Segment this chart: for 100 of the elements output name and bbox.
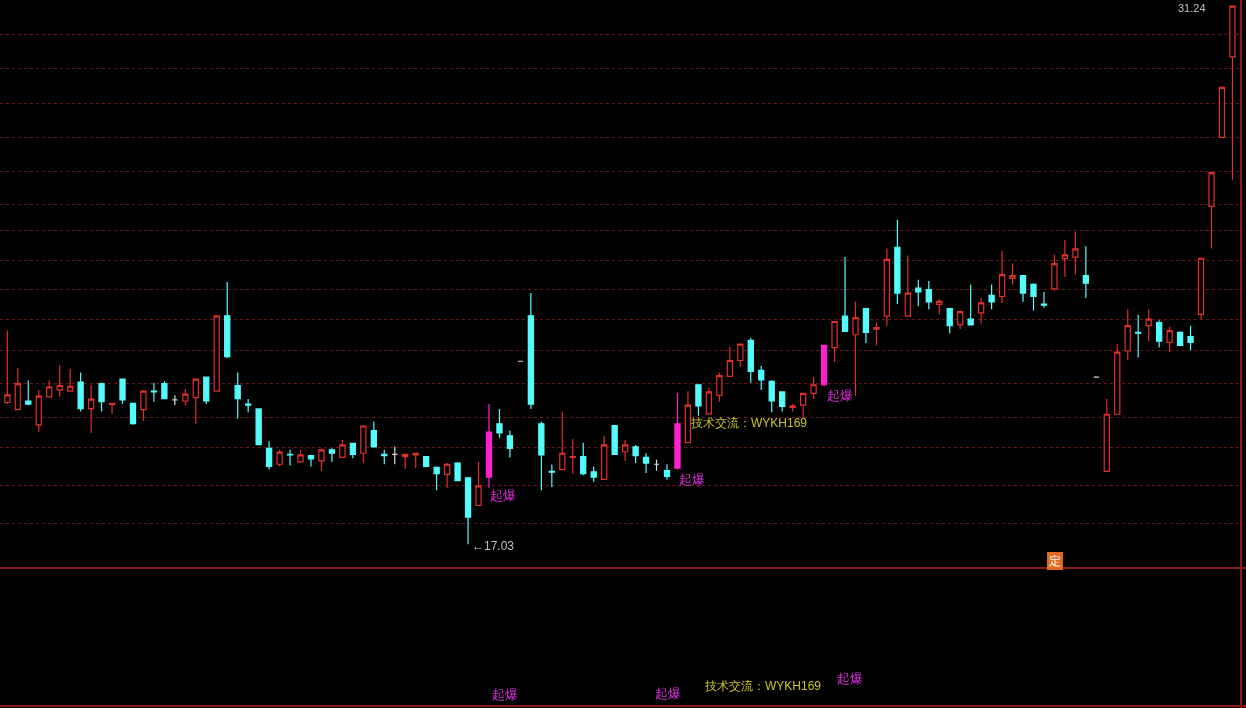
candlestick: [14, 367, 21, 411]
candlestick: [977, 297, 985, 324]
candlestick: [873, 322, 880, 346]
candlestick: [140, 389, 147, 422]
candlestick: [831, 320, 838, 363]
candlestick: [569, 438, 576, 475]
candlestick: [1061, 239, 1069, 278]
candlestick: [46, 379, 53, 399]
candlestick: [590, 465, 597, 483]
candlestick: [1197, 257, 1205, 320]
candlestick: [485, 403, 493, 489]
candlestick: [548, 464, 555, 488]
text: 技术交流：WYKH169: [704, 679, 822, 693]
candlestick: [1072, 231, 1079, 276]
candlestick: [1229, 5, 1236, 181]
text: 起爆: [655, 686, 681, 701]
candlestick: [946, 307, 953, 334]
candlestick: [56, 364, 63, 398]
candlestick: [297, 449, 304, 463]
text: 起爆: [492, 687, 518, 702]
candlestick: [862, 307, 870, 344]
candlestick: [182, 388, 189, 406]
candlestick: [1114, 343, 1121, 415]
annotation: 起爆: [490, 488, 516, 503]
candlestick: [1051, 254, 1058, 292]
candlestick: [601, 435, 608, 480]
candlestick: [684, 390, 692, 444]
candlestick: [642, 452, 650, 474]
candlestick: [391, 446, 398, 465]
candlestick: [1187, 325, 1194, 351]
candlestick: [1176, 330, 1184, 346]
annotation: 起爆: [679, 472, 705, 487]
candlestick: [98, 382, 105, 413]
candlestick: [1082, 245, 1090, 299]
candlestick: [402, 453, 409, 470]
candlestick: [611, 424, 618, 456]
candlestick: [119, 378, 126, 405]
candlestick: [716, 372, 723, 403]
candlestick: [894, 219, 901, 305]
annotation: ←17.03: [472, 539, 515, 553]
candlestick: [443, 462, 451, 489]
candlestick: [77, 372, 84, 413]
candlestick: [1155, 319, 1163, 349]
candlestick: [841, 256, 849, 332]
candlestick: [957, 309, 964, 330]
candlestick: [1124, 308, 1131, 361]
candlestick: [171, 394, 179, 406]
candlestick: [747, 337, 754, 384]
candlestick: [737, 342, 744, 368]
candlestick: [108, 402, 116, 415]
candlestick: [35, 389, 42, 433]
candlestick: [213, 315, 220, 392]
candlestick: [129, 401, 137, 426]
candlestick: [381, 449, 388, 465]
candlestick: [621, 439, 629, 462]
candlestick: [150, 382, 158, 403]
candlestick: [925, 280, 932, 310]
candlestick: [307, 454, 315, 468]
candlestick: [883, 247, 891, 327]
candlestick: [433, 465, 440, 491]
candlestick: [705, 387, 713, 415]
candlestick: [1135, 314, 1142, 359]
candlestick: [203, 375, 210, 405]
candlestick: [349, 442, 357, 459]
candlestick: [286, 449, 294, 466]
candlestick: [810, 376, 817, 400]
candlestick: [1103, 398, 1110, 473]
candlestick: [4, 329, 11, 405]
candlestick: [496, 408, 503, 439]
candlestick: [538, 420, 545, 491]
candlestick: [936, 298, 943, 315]
candlestick: [768, 379, 775, 413]
candlestick: [475, 461, 482, 507]
candlestick: [1145, 308, 1152, 342]
candlestick: [988, 283, 995, 310]
candlestick: [224, 281, 231, 359]
candlestick: [192, 378, 199, 425]
candlestick: [370, 420, 377, 449]
candlestick: [234, 372, 241, 420]
candlestick: [998, 250, 1006, 304]
text: 起爆: [837, 671, 863, 686]
candlestick: [87, 384, 95, 434]
candlestick: [423, 455, 430, 468]
candlestick: [328, 447, 336, 463]
candlestick: [559, 411, 566, 471]
candlestick: [663, 463, 671, 480]
candlestick: [1030, 282, 1037, 312]
candlestick: [66, 368, 74, 392]
candlestick: [1208, 172, 1215, 250]
candlestick: [1218, 86, 1226, 139]
annotation: 技术交流：WYKH169: [690, 416, 808, 430]
candlestick: [580, 442, 587, 476]
candlestick: [245, 398, 252, 413]
candlestick: [339, 439, 346, 459]
candlestick: [789, 403, 796, 413]
candlestick: [820, 344, 828, 387]
candlestick: [915, 279, 922, 307]
candlestick: [653, 459, 660, 472]
candlestick: [799, 392, 807, 420]
candlestick: [360, 425, 367, 464]
